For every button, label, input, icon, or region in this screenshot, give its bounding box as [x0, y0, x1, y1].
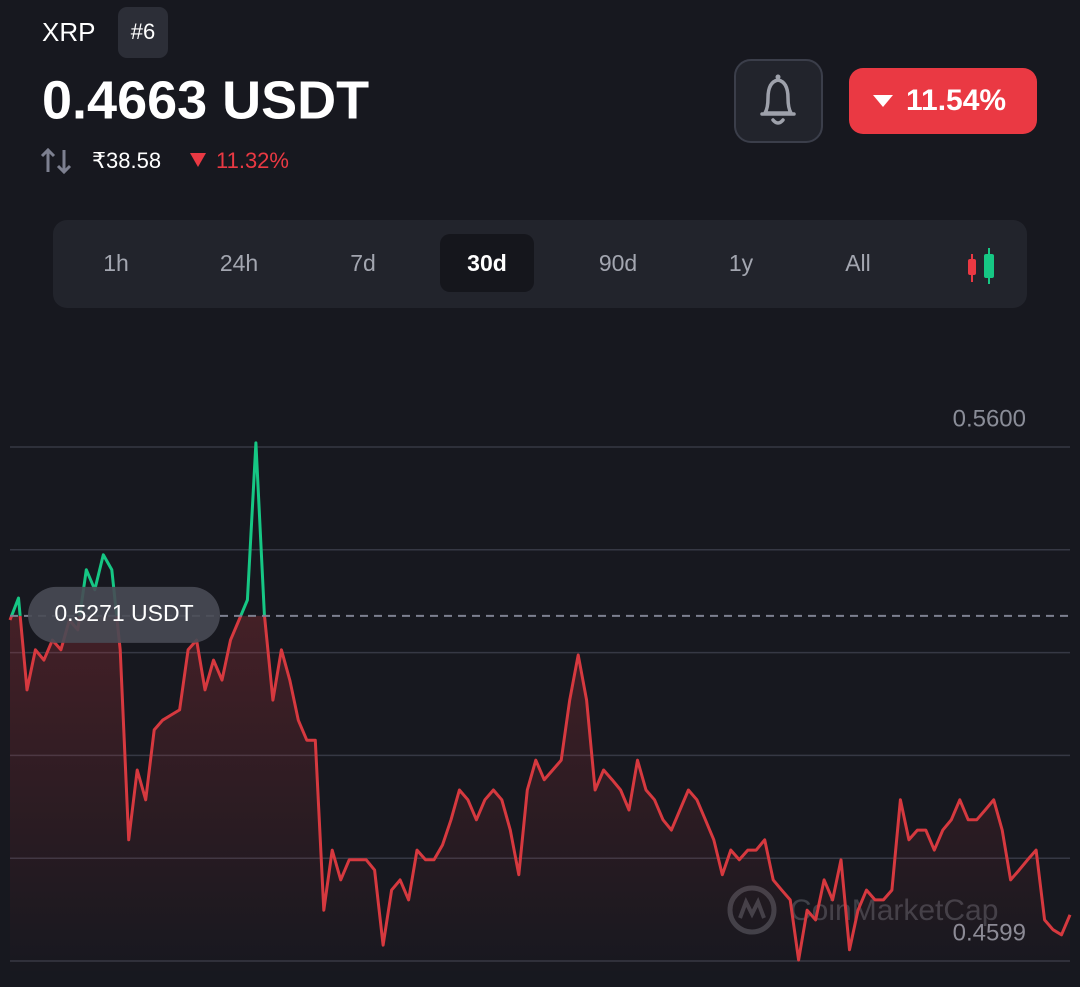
time-tab[interactable]: 7d: [350, 250, 376, 276]
coin-symbol: XRP: [42, 17, 95, 47]
tab-bar: [53, 220, 1027, 308]
time-tab[interactable]: 30d: [467, 250, 507, 276]
swap-icon: [40, 147, 72, 175]
price-area: [10, 615, 1070, 975]
active-tab-bg: [440, 234, 534, 292]
y-tick-label: 0.5600: [953, 405, 1026, 432]
candle-toggle[interactable]: [968, 248, 994, 284]
rank-badge: [118, 7, 168, 58]
time-tab[interactable]: 90d: [599, 250, 637, 276]
time-tab[interactable]: All: [845, 250, 871, 276]
reference-label: 0.5271 USDT: [54, 600, 193, 626]
price-line-down: [8, 615, 1072, 962]
time-tab[interactable]: 24h: [220, 250, 258, 276]
time-tab[interactable]: 1y: [729, 250, 754, 276]
alert-button[interactable]: [734, 59, 823, 143]
down-arrow: [190, 153, 206, 167]
inr-change: 11.32%: [216, 148, 289, 173]
price: 0.4663 USDT: [42, 70, 369, 130]
change-badge: [849, 68, 1037, 134]
change-value: 11.54%: [906, 84, 1006, 117]
coin-rank: #6: [131, 19, 155, 44]
inr-price: ₹38.58: [92, 148, 161, 173]
badge-arrow: [873, 95, 893, 107]
time-tab[interactable]: 1h: [103, 250, 129, 276]
reference-pill: [28, 586, 220, 643]
tab-group: 1h 24h 7d 30d 90d 1y All: [103, 234, 871, 292]
